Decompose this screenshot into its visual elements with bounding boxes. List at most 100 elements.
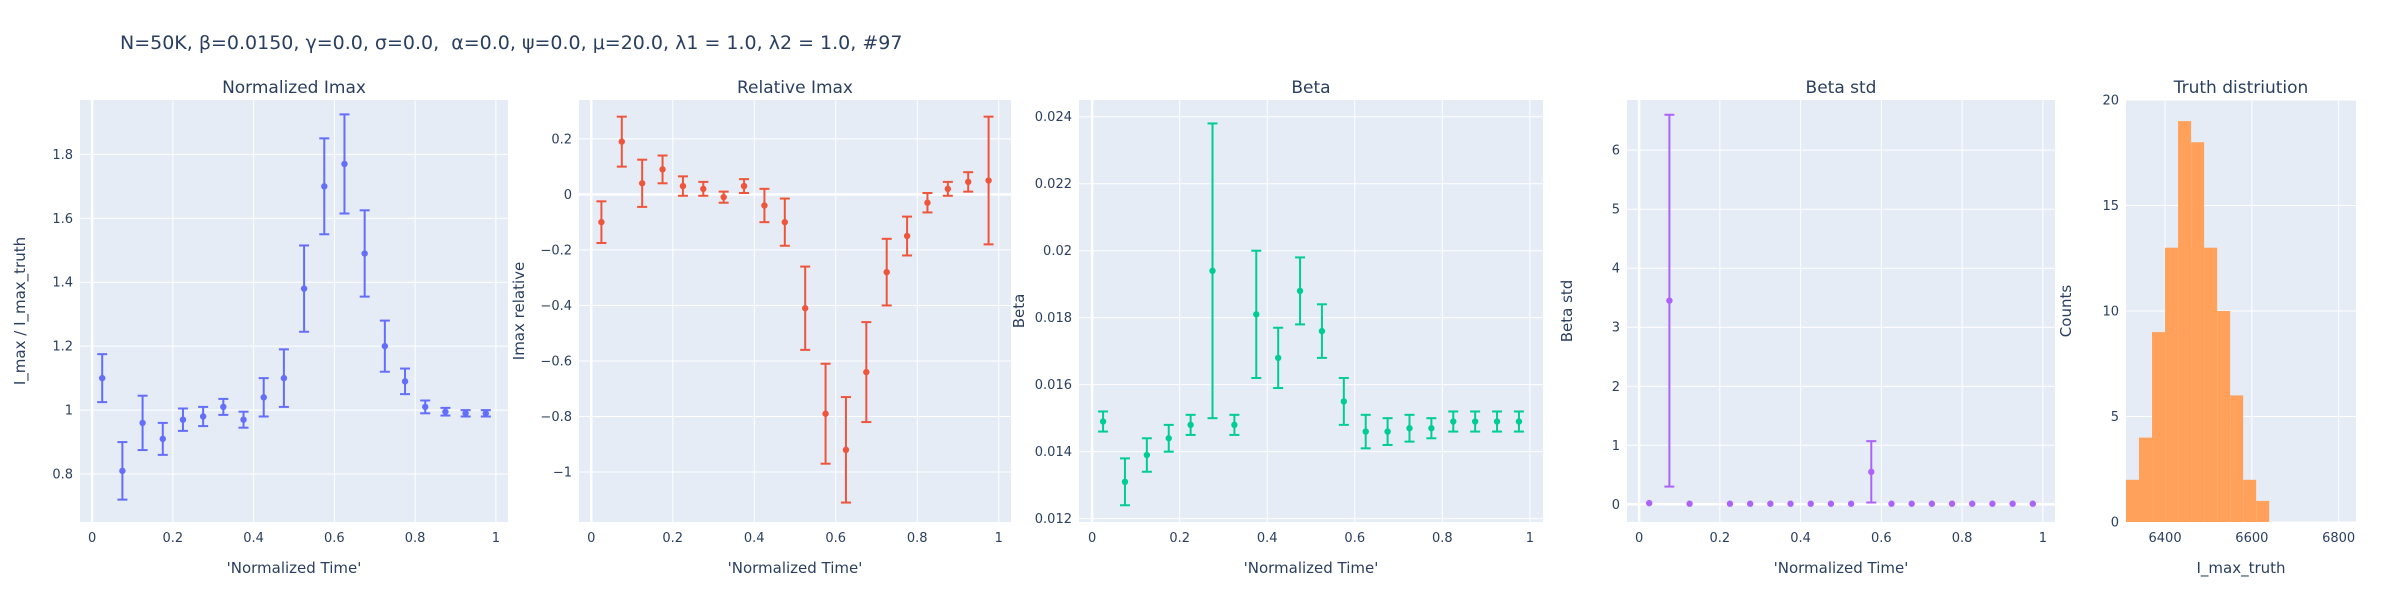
chart-panel-5: 6400 6600 6800 0 5 10 15 20 Truth distriution I_m… bbox=[2057, 78, 2356, 578]
x-tick-label: 6600 bbox=[2235, 531, 2268, 546]
data-point bbox=[618, 138, 625, 145]
y-tick-label: −0.4 bbox=[540, 299, 572, 314]
x-tick-label: 0.2 bbox=[1169, 531, 1190, 546]
data-point bbox=[179, 416, 187, 423]
y-axis-title: Counts bbox=[2057, 285, 2075, 338]
chart-panel-4: 0 0.2 0.4 0.6 0.8 1 0 1 2 3 4 5 6 Beta std 'Normalized… bbox=[1558, 78, 2055, 577]
x-tick-label: 0.8 bbox=[405, 531, 426, 546]
y-tick-label: 1.6 bbox=[52, 212, 73, 227]
data-point bbox=[1767, 500, 1774, 507]
x-tick-label: 0.8 bbox=[1432, 531, 1453, 546]
data-point bbox=[1121, 478, 1129, 486]
data-point bbox=[1384, 428, 1391, 435]
x-tick-label: 0.4 bbox=[1257, 531, 1278, 546]
data-point bbox=[659, 166, 666, 173]
panel-title: Beta bbox=[1291, 78, 1330, 98]
histogram-bar bbox=[2217, 311, 2231, 522]
y-axis-title: Beta std bbox=[1558, 280, 1576, 343]
data-point bbox=[260, 394, 267, 401]
histogram-bar bbox=[2243, 479, 2257, 522]
data-point bbox=[1646, 499, 1653, 507]
y-tick-label: −0.6 bbox=[540, 354, 572, 369]
y-tick-label: 0 bbox=[1612, 498, 1620, 513]
y-axis-title: Imax relative bbox=[510, 262, 528, 360]
histogram-bar bbox=[2230, 395, 2244, 522]
data-point bbox=[401, 378, 409, 385]
data-point bbox=[220, 403, 227, 411]
y-tick-label: 6 bbox=[1612, 144, 1620, 159]
histogram-bar bbox=[2139, 437, 2153, 522]
data-point bbox=[1515, 418, 1523, 425]
data-point bbox=[300, 285, 308, 292]
data-point bbox=[740, 182, 748, 190]
data-point bbox=[280, 374, 288, 382]
plot-background bbox=[1627, 100, 2055, 522]
y-tick-label: 0.02 bbox=[1043, 244, 1072, 259]
y-tick-label: 0.012 bbox=[1035, 512, 1072, 527]
data-point bbox=[1165, 435, 1172, 442]
data-point bbox=[822, 410, 829, 417]
data-point bbox=[842, 446, 850, 454]
data-point bbox=[1888, 500, 1895, 507]
data-point bbox=[781, 218, 789, 226]
data-point bbox=[99, 374, 106, 382]
data-point bbox=[341, 160, 348, 168]
y-tick-label: 0.8 bbox=[52, 468, 73, 483]
x-axis-title: 'Normalized Time' bbox=[728, 559, 863, 577]
x-tick-label: 0.6 bbox=[1344, 531, 1365, 546]
y-tick-label: 3 bbox=[1612, 321, 1620, 336]
x-axis-title: 'Normalized Time' bbox=[227, 559, 362, 577]
y-tick-label: 1 bbox=[65, 404, 73, 419]
data-point bbox=[720, 193, 727, 201]
data-point bbox=[1666, 297, 1673, 304]
data-point bbox=[1318, 327, 1326, 335]
y-tick-label: 0.2 bbox=[551, 132, 572, 147]
x-tick-label: 0.6 bbox=[324, 531, 345, 546]
y-tick-label: 1 bbox=[1612, 439, 1620, 454]
data-point bbox=[1847, 500, 1855, 507]
chart-panel-1: 0 0.2 0.4 0.6 0.8 1 0.8 1 1.2 1.4 1.6 1.8 Normalized… bbox=[11, 78, 508, 577]
data-point bbox=[1099, 418, 1107, 425]
data-point bbox=[139, 419, 146, 427]
data-point bbox=[1187, 421, 1194, 429]
histogram-bar bbox=[2204, 247, 2218, 522]
data-point bbox=[321, 183, 328, 190]
data-point bbox=[761, 202, 768, 209]
x-tick-label: 0 bbox=[1088, 531, 1096, 546]
x-tick-label: 1 bbox=[492, 531, 500, 546]
data-point bbox=[199, 413, 207, 420]
data-point bbox=[1450, 418, 1457, 425]
x-tick-label: 0.4 bbox=[1790, 531, 1811, 546]
y-tick-label: 1.4 bbox=[52, 276, 73, 291]
y-axis-title: Beta bbox=[1010, 294, 1028, 329]
x-tick-label: 0.8 bbox=[907, 531, 928, 546]
data-point bbox=[1274, 354, 1282, 362]
data-point bbox=[1969, 500, 1976, 507]
data-point bbox=[863, 368, 870, 376]
x-tick-label: 1 bbox=[1526, 531, 1534, 546]
y-tick-label: 4 bbox=[1612, 262, 1620, 277]
y-tick-label: 15 bbox=[2102, 199, 2119, 214]
data-point bbox=[159, 435, 166, 443]
y-tick-label: 0 bbox=[2111, 516, 2119, 531]
x-axis-title: I_max_truth bbox=[2196, 559, 2285, 578]
plot-background bbox=[1079, 100, 1543, 522]
data-point bbox=[1209, 267, 1216, 275]
y-tick-label: 0.016 bbox=[1035, 378, 1072, 393]
x-tick-label: 0.2 bbox=[662, 531, 683, 546]
x-tick-label: 0.8 bbox=[1952, 531, 1973, 546]
data-point bbox=[1471, 418, 1479, 425]
data-point bbox=[985, 177, 992, 184]
data-point bbox=[1948, 500, 1956, 507]
x-tick-label: 0.6 bbox=[1871, 531, 1892, 546]
y-tick-label: 10 bbox=[2102, 305, 2119, 320]
data-point bbox=[1296, 287, 1304, 295]
data-point bbox=[1746, 500, 1754, 507]
x-tick-label: 6800 bbox=[2322, 531, 2355, 546]
data-point bbox=[381, 342, 389, 350]
y-tick-label: −0.2 bbox=[540, 243, 572, 258]
panel-title: Truth distriution bbox=[2173, 78, 2309, 98]
histogram-bar bbox=[2178, 121, 2192, 522]
data-point bbox=[903, 232, 911, 240]
